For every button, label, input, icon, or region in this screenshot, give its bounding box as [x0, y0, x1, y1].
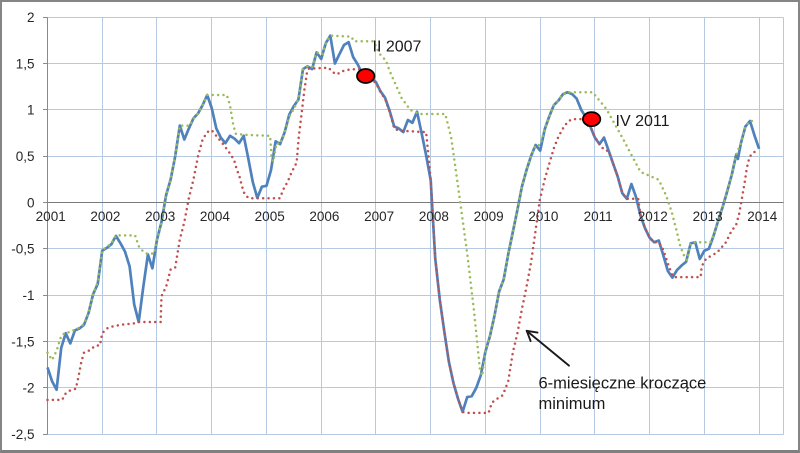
- svg-text:2: 2: [27, 10, 35, 25]
- svg-text:2001: 2001: [36, 209, 66, 224]
- svg-text:2007: 2007: [364, 209, 394, 224]
- svg-text:IV 2011: IV 2011: [616, 113, 670, 130]
- svg-text:2008: 2008: [419, 209, 449, 224]
- svg-text:2002: 2002: [90, 209, 120, 224]
- svg-text:2004: 2004: [200, 209, 231, 224]
- svg-text:-1: -1: [22, 288, 34, 303]
- svg-text:2005: 2005: [255, 209, 285, 224]
- svg-text:2010: 2010: [528, 209, 558, 224]
- svg-text:2012: 2012: [638, 209, 668, 224]
- svg-text:2011: 2011: [584, 209, 613, 224]
- svg-text:0,5: 0,5: [16, 149, 35, 164]
- svg-text:-1,5: -1,5: [11, 334, 34, 349]
- svg-text:minimum: minimum: [539, 395, 606, 413]
- svg-text:2014: 2014: [747, 209, 778, 224]
- svg-text:2006: 2006: [309, 209, 339, 224]
- svg-text:0: 0: [27, 195, 35, 210]
- svg-text:6-miesięczne kroczące: 6-miesięczne kroczące: [539, 375, 707, 393]
- svg-text:1,5: 1,5: [16, 56, 35, 71]
- svg-text:2003: 2003: [145, 209, 175, 224]
- svg-text:-0,5: -0,5: [11, 242, 34, 257]
- svg-text:1: 1: [27, 103, 35, 118]
- svg-text:2009: 2009: [474, 209, 504, 224]
- svg-text:-2,5: -2,5: [11, 427, 34, 442]
- svg-text:2013: 2013: [693, 209, 723, 224]
- svg-text:II 2007: II 2007: [373, 39, 422, 56]
- svg-text:-2: -2: [22, 381, 34, 396]
